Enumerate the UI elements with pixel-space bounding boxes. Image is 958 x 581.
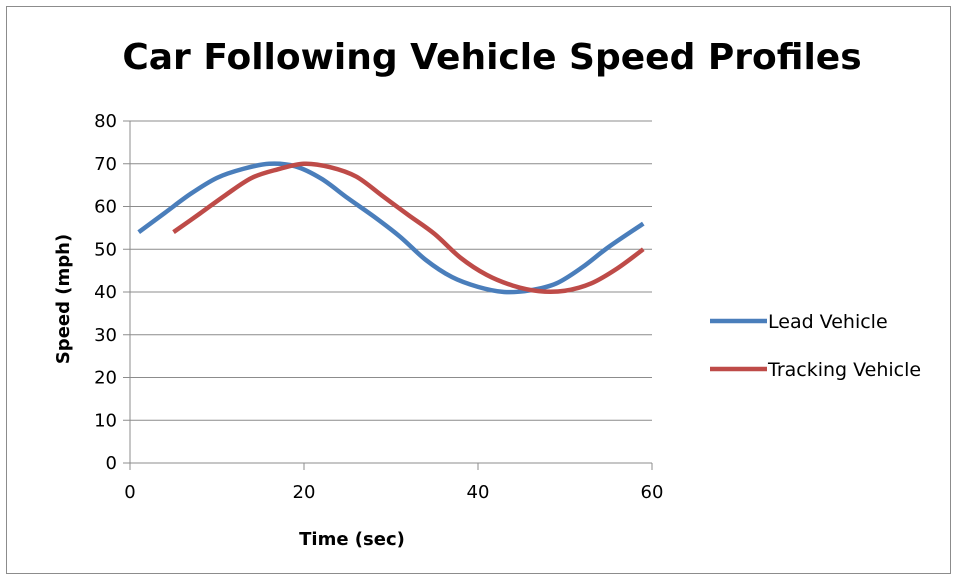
- y-axis-title: Speed (mph): [53, 234, 74, 364]
- y-tick-label: 20: [94, 368, 117, 389]
- chart-title: Car Following Vehicle Speed Profiles: [122, 37, 861, 78]
- chart-area: Car Following Vehicle Speed Profiles 0 10…: [6, 6, 951, 574]
- y-tick-label: 50: [94, 239, 117, 260]
- legend-label-lead-vehicle: Lead Vehicle: [768, 311, 888, 333]
- legend-label-tracking-vehicle: Tracking Vehicle: [767, 359, 921, 381]
- legend: Lead Vehicle Tracking Vehicle: [710, 311, 921, 381]
- x-tick-label: 20: [293, 482, 316, 503]
- x-tick-label: 40: [467, 482, 490, 503]
- series-line-tracking-vehicle: [172, 161, 645, 294]
- y-tick-label: 0: [106, 453, 117, 474]
- chart-canvas: Car Following Vehicle Speed Profiles 0 10…: [53, 37, 921, 550]
- y-tick-label: 10: [94, 410, 117, 431]
- x-tick-label: 60: [641, 482, 664, 503]
- y-tick-label: 70: [94, 154, 117, 175]
- x-axis-title: Time (sec): [299, 529, 405, 550]
- x-tick-label: 0: [124, 482, 135, 503]
- axes: 0 10 20 30 40 50 60 70 80 0 20 40 60: [94, 111, 663, 503]
- y-tick-label: 60: [94, 197, 117, 218]
- plot-series: [137, 161, 645, 295]
- y-tick-label: 40: [94, 282, 117, 303]
- y-tick-label: 30: [94, 325, 117, 346]
- gridlines: [130, 120, 652, 421]
- series-line-lead-vehicle: [137, 161, 645, 295]
- y-tick-label: 80: [94, 111, 117, 132]
